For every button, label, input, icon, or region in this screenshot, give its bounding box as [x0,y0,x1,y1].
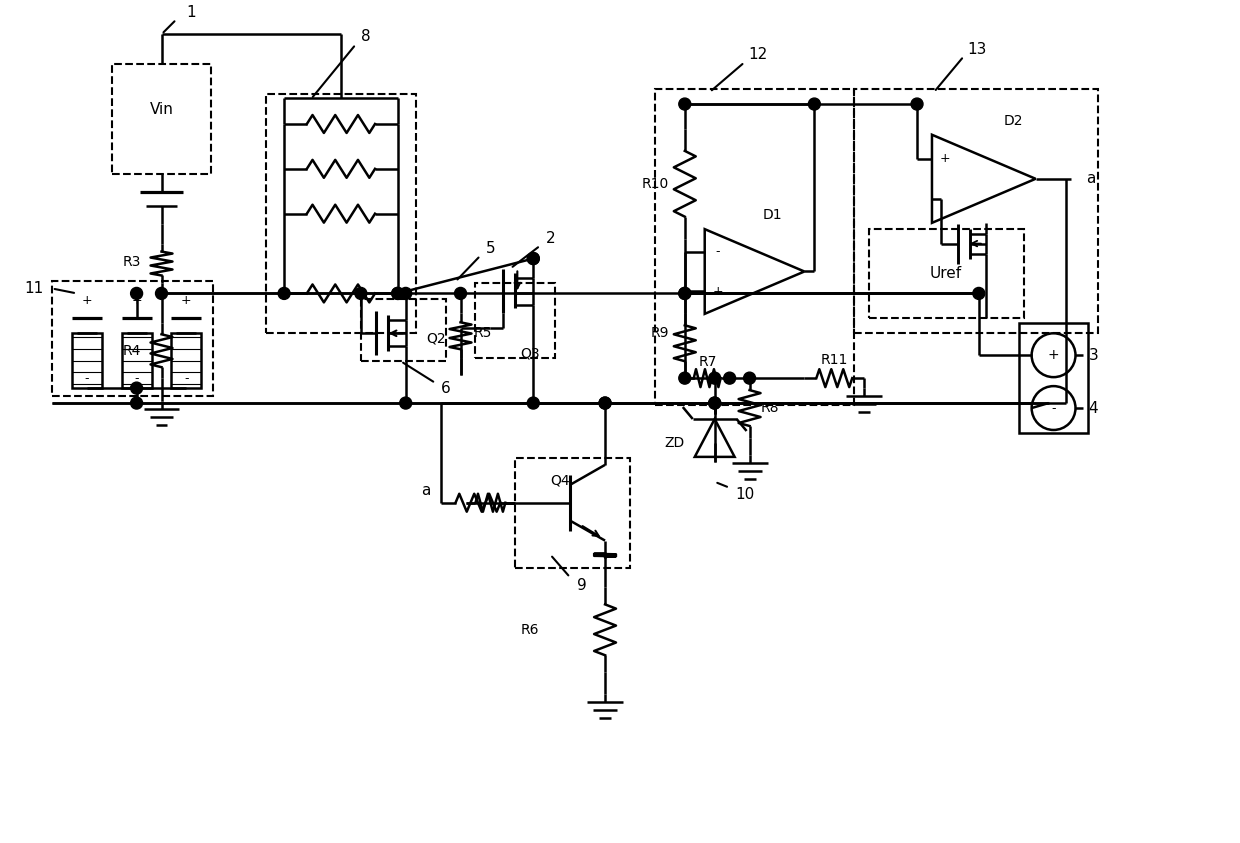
Circle shape [709,372,720,384]
Text: -: - [84,372,89,384]
Text: +: + [131,294,141,307]
Circle shape [678,287,691,299]
Text: ZD: ZD [665,436,684,450]
Text: +: + [181,294,192,307]
Circle shape [355,287,367,299]
Text: R9: R9 [651,326,670,341]
Circle shape [744,372,755,384]
Circle shape [455,287,466,299]
Text: Q2: Q2 [425,331,445,346]
Bar [869,228,1024,319]
Text: +: + [1048,348,1059,362]
Text: 10: 10 [735,487,754,502]
Text: -: - [134,372,139,384]
Text: 3: 3 [1089,347,1099,362]
Circle shape [392,287,404,299]
Text: +: + [712,285,723,298]
Text: D1: D1 [763,207,782,222]
Text: Q4: Q4 [551,474,570,488]
Text: 4: 4 [1089,400,1099,416]
Circle shape [678,372,691,384]
Text: R3: R3 [123,255,141,269]
Text: 12: 12 [748,46,768,62]
Circle shape [709,397,720,409]
Circle shape [678,287,691,299]
Text: -: - [715,245,720,258]
Circle shape [130,397,143,409]
Text: Uref: Uref [930,266,962,281]
Circle shape [527,397,539,409]
Text: R6: R6 [521,623,539,637]
Circle shape [973,287,985,299]
Text: +: + [940,153,950,165]
Circle shape [709,397,720,409]
Bar [52,282,213,396]
Text: R4: R4 [123,344,141,358]
Circle shape [911,98,923,110]
Circle shape [527,253,539,265]
Circle shape [155,287,167,299]
Bar [267,94,415,333]
Text: a: a [420,483,430,498]
Text: a: a [1086,171,1095,186]
Bar [516,458,630,567]
Circle shape [678,98,691,110]
Bar [112,64,211,174]
Circle shape [278,287,290,299]
Circle shape [527,253,539,265]
Bar [171,333,201,388]
Text: 1: 1 [186,5,196,20]
Text: Vin: Vin [150,101,174,116]
Circle shape [399,287,412,299]
Text: 9: 9 [578,578,587,593]
Circle shape [130,287,143,299]
Text: R10: R10 [641,177,668,191]
Text: 2: 2 [546,231,556,246]
Text: 8: 8 [361,29,371,44]
Circle shape [808,98,821,110]
Circle shape [399,397,412,409]
Text: 5: 5 [486,241,495,256]
Circle shape [130,382,143,394]
Text: D2: D2 [1004,114,1023,128]
Bar [475,283,556,358]
Bar [361,299,445,361]
Bar [72,333,102,388]
Circle shape [599,397,611,409]
Bar [655,89,854,405]
Text: 6: 6 [440,380,450,395]
Text: -: - [1052,401,1055,415]
Circle shape [724,372,735,384]
Text: 11: 11 [25,281,43,296]
Text: R5: R5 [474,326,491,341]
Circle shape [392,287,404,299]
Bar [122,333,151,388]
Bar [854,89,1099,333]
Text: R7: R7 [698,355,717,369]
Circle shape [599,397,611,409]
Text: Q3: Q3 [521,346,541,360]
Text: +: + [82,294,92,307]
Text: R11: R11 [821,353,848,368]
Text: -: - [185,372,188,384]
Bar [1019,324,1089,433]
Text: R8: R8 [760,401,779,415]
Text: 13: 13 [967,42,987,56]
